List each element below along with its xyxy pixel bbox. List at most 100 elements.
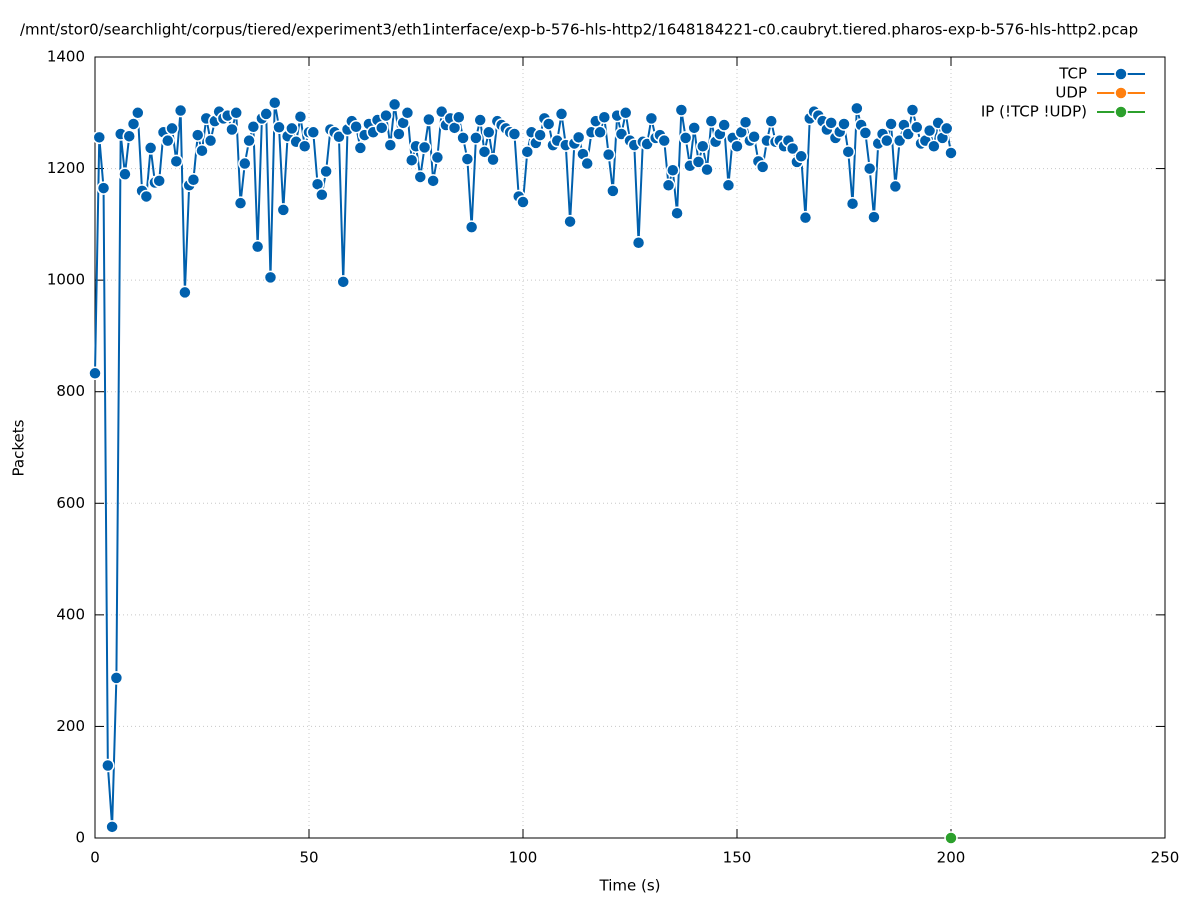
data-point — [96, 181, 111, 195]
y-tick-label: 800 — [56, 382, 85, 400]
data-point — [939, 121, 954, 136]
data-point — [276, 203, 291, 217]
data-point — [721, 178, 736, 193]
data-point — [700, 162, 714, 177]
data-point — [452, 110, 466, 124]
legend-label: TCP — [1058, 65, 1087, 83]
data-point — [109, 671, 124, 685]
x-tick-label: 200 — [937, 849, 966, 867]
plot-frame — [94, 56, 1166, 839]
data-point — [92, 130, 107, 145]
data-point — [473, 113, 487, 127]
data-point — [717, 118, 731, 132]
data-point — [905, 103, 920, 117]
x-axis-label: Time (s) — [599, 877, 661, 895]
data-point — [837, 117, 851, 131]
data-point — [242, 133, 256, 148]
data-point — [392, 127, 406, 141]
data-point — [571, 130, 586, 145]
data-point — [670, 206, 684, 220]
data-point — [730, 139, 744, 154]
data-point — [417, 140, 432, 155]
data-point — [101, 758, 115, 773]
data-point — [126, 117, 141, 131]
data-point — [606, 184, 620, 198]
data-point — [161, 133, 175, 148]
data-point — [867, 210, 881, 224]
data-point — [858, 126, 873, 140]
x-tick-label: 250 — [1151, 849, 1180, 867]
data-point — [88, 366, 102, 381]
data-point — [850, 101, 864, 116]
y-tick-label: 200 — [56, 717, 85, 735]
data-point — [285, 121, 299, 136]
data-point — [601, 147, 616, 162]
data-point — [190, 128, 205, 142]
legend-marker — [1114, 105, 1128, 119]
data-point — [246, 119, 261, 134]
data-point — [268, 95, 282, 110]
data-point — [250, 239, 265, 254]
data-point — [520, 145, 535, 159]
data-point — [704, 114, 719, 128]
legend-marker — [1114, 86, 1128, 100]
data-point — [798, 210, 813, 225]
data-point — [597, 110, 612, 124]
legend-label: UDP — [1055, 84, 1087, 102]
data-point — [486, 152, 500, 167]
data-point — [426, 174, 440, 188]
data-point — [880, 133, 894, 148]
data-point — [169, 154, 184, 169]
data-point — [644, 111, 659, 126]
data-point — [233, 196, 248, 210]
data-point — [143, 141, 158, 155]
data-point — [152, 174, 166, 188]
data-point — [687, 121, 701, 135]
data-point — [319, 164, 333, 179]
data-point — [910, 120, 924, 135]
data-point — [944, 831, 958, 845]
data-point — [387, 97, 402, 112]
y-tick-label: 1200 — [47, 159, 85, 177]
data-point — [297, 139, 312, 154]
data-point — [379, 108, 393, 123]
data-point — [845, 196, 860, 211]
data-point — [841, 145, 856, 159]
series-line — [94, 102, 952, 827]
data-point — [541, 117, 556, 131]
data-point — [173, 103, 188, 118]
data-point — [178, 285, 192, 300]
legend-marker — [1114, 67, 1128, 81]
data-point — [533, 128, 547, 142]
data-point — [383, 138, 398, 152]
data-point — [785, 141, 800, 156]
data-point — [306, 125, 321, 140]
data-point — [456, 131, 470, 145]
chart-title: /mnt/stor0/searchlight/corpus/tiered/exp… — [20, 21, 1138, 39]
data-point — [400, 106, 415, 120]
data-point — [332, 130, 346, 144]
data-point — [755, 160, 770, 174]
data-point — [404, 153, 419, 167]
data-point — [927, 139, 941, 154]
data-point — [764, 114, 778, 128]
data-point — [375, 121, 389, 135]
data-point — [203, 133, 218, 148]
data-point — [482, 125, 496, 140]
data-point — [469, 131, 483, 145]
y-axis-label: Packets — [10, 419, 28, 476]
data-point — [186, 172, 201, 187]
data-point — [225, 122, 239, 137]
data-point — [238, 156, 252, 171]
y-tick-label: 1400 — [47, 48, 85, 66]
data-point — [353, 141, 368, 155]
x-tick-label: 150 — [723, 849, 752, 867]
data-point — [631, 236, 646, 250]
data-point — [666, 163, 680, 177]
data-point — [259, 107, 273, 121]
data-point — [263, 270, 278, 285]
data-point — [944, 146, 958, 160]
legend-label: IP (!TCP !UDP) — [981, 103, 1087, 121]
data-point — [884, 117, 898, 131]
